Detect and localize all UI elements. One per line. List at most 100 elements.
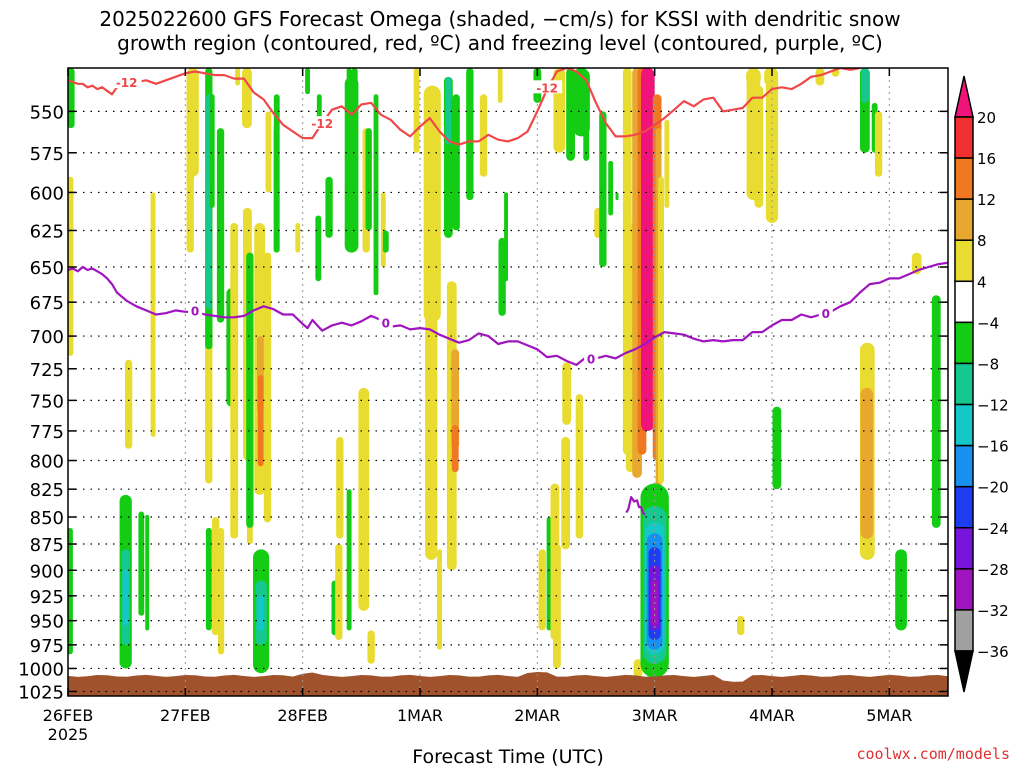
- omega-region: [575, 394, 584, 539]
- colorbar-bottom-triangle: [954, 650, 974, 693]
- omega-region: [373, 94, 379, 296]
- colorbar-bin: [954, 198, 974, 241]
- omega-region: [552, 544, 561, 669]
- x-tick-label: 4MAR: [749, 706, 795, 725]
- colorbar-bin: [954, 321, 974, 365]
- y-tick-label: 625: [30, 221, 64, 242]
- colorbar-label: 12: [977, 191, 996, 209]
- omega-region: [122, 570, 129, 626]
- colorbar-bin: [954, 485, 974, 529]
- omega-region: [583, 119, 590, 161]
- omega-region: [145, 514, 150, 631]
- colorbar-bin: [954, 609, 974, 652]
- y-tick-label: 800: [30, 452, 64, 473]
- x-axis-label: Forecast Time (UTC): [412, 746, 604, 768]
- y-tick-label: 900: [30, 561, 64, 582]
- omega-region: [425, 207, 438, 560]
- plot-contents: -12 -12 -12 0 0 0 0: [68, 68, 948, 696]
- omega-region: [315, 215, 322, 282]
- omega-region: [931, 295, 941, 528]
- colorbar-label: 16: [977, 150, 996, 168]
- omega-region: [246, 252, 254, 528]
- gridlines: [68, 68, 948, 696]
- colorbar-bin: [954, 362, 974, 406]
- colorbar-label: −20: [977, 479, 1009, 497]
- omega-region: [265, 111, 272, 193]
- x-tick-label: 1MAR: [397, 706, 443, 725]
- colorbar-label: −36: [977, 643, 1009, 661]
- x-tick-label: 28FEB: [277, 706, 328, 725]
- omega-region: [538, 549, 546, 631]
- y-tick-label: 925: [30, 587, 64, 608]
- omega-region: [217, 527, 225, 655]
- dgz-contour-label: -12: [311, 117, 333, 131]
- chart-title-line2: growth region (contoured, red, ºC) and f…: [117, 31, 883, 55]
- x-tick-label: 26FEB: [43, 706, 94, 725]
- omega-region: [658, 176, 664, 484]
- y-tick-label: 700: [30, 327, 64, 348]
- omega-region: [664, 119, 670, 208]
- omega-region: [365, 128, 372, 231]
- colorbar-label: 4: [977, 273, 987, 291]
- omega-region: [860, 68, 869, 103]
- omega-region: [351, 68, 358, 103]
- colorbar-label: 8: [977, 232, 987, 250]
- omega-region: [754, 85, 764, 208]
- omega-region: [335, 544, 343, 641]
- omega-region: [772, 406, 782, 490]
- omega-region: [295, 222, 301, 253]
- omega-region: [608, 160, 614, 216]
- colorbar-bin: [954, 568, 974, 611]
- omega-region: [216, 128, 225, 323]
- y-tick-label: 600: [30, 183, 64, 204]
- colorbar-label: −28: [977, 561, 1009, 579]
- omega-region: [561, 436, 571, 550]
- omega-region: [360, 460, 368, 606]
- colorbar-label: −24: [977, 520, 1009, 538]
- omega-region: [257, 375, 264, 467]
- freezing-contour-label: 0: [822, 307, 830, 321]
- omega-region: [546, 517, 552, 631]
- freezing-contour-label: 0: [191, 304, 199, 318]
- omega-region: [572, 68, 590, 137]
- y-tick-label: 850: [30, 508, 64, 529]
- x-tick-label: 2MAR: [514, 706, 560, 725]
- omega-region: [479, 94, 488, 177]
- colorbar-label: 20: [977, 109, 996, 127]
- freezing-contour-label: 0: [587, 352, 595, 366]
- y-tick-label: 875: [30, 535, 64, 556]
- omega-region: [150, 192, 156, 437]
- omega-region: [242, 68, 252, 129]
- y-tick-label: 975: [30, 636, 64, 657]
- omega-region: [504, 192, 508, 282]
- y-tick-label: 1000: [18, 659, 64, 680]
- y-tick-label: 575: [30, 144, 64, 165]
- freezing-level-low-line: [625, 496, 646, 516]
- omega-region: [445, 76, 452, 145]
- dgz-contour-line: [68, 68, 864, 146]
- omega-region: [497, 68, 503, 103]
- colorbar-label: −32: [977, 602, 1009, 620]
- omega-region: [895, 549, 907, 631]
- omega-region: [211, 517, 220, 636]
- colorbar-label: −16: [977, 438, 1009, 456]
- colorbar-bin: [954, 527, 974, 570]
- y-tick-label: 750: [30, 391, 64, 412]
- omega-region: [325, 176, 333, 238]
- omega-region: [263, 252, 272, 523]
- credit-link[interactable]: coolwx.com/models: [856, 745, 1010, 763]
- omega-region: [124, 359, 133, 449]
- freezing-contour-label-bg: [584, 351, 599, 365]
- colorbar-label: −12: [977, 397, 1009, 415]
- omega-region: [257, 595, 264, 631]
- x-tick-label: 3MAR: [632, 706, 678, 725]
- omega-shading: [68, 68, 941, 678]
- omega-region: [765, 68, 779, 223]
- omega-region: [380, 192, 386, 268]
- omega-region: [138, 511, 145, 616]
- colorbar: 20 16 12 8 4 −4 −8 −12 −16 −20 −24 −28 −32 −36: [954, 75, 1009, 693]
- y-tick-label: 775: [30, 422, 64, 443]
- omega-region: [336, 436, 344, 539]
- terrain-fill: [68, 671, 948, 696]
- plot-area: -12 -12 -12 0 0 0 0 550 575 600 625 650 675 700 725 750…: [18, 67, 949, 744]
